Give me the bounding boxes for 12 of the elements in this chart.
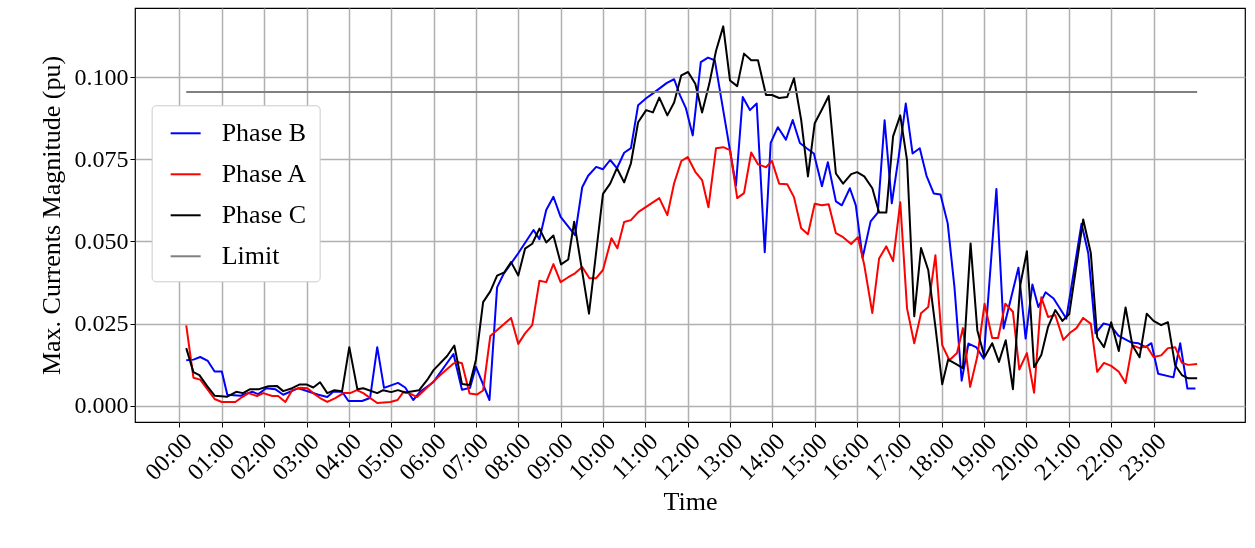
y-axis-title: Max. Currents Magnitude (pu) <box>36 55 66 376</box>
legend-label: Phase C <box>221 200 307 230</box>
legend-label: Limit <box>221 241 281 271</box>
x-axis-title: Time <box>663 487 718 517</box>
y-tick-label: 0.075 <box>74 145 129 172</box>
legend-label: Phase A <box>221 159 307 189</box>
line-series <box>185 146 1199 404</box>
y-tick-label: 0.100 <box>74 63 129 90</box>
y-tick-label: 0.025 <box>74 310 129 337</box>
legend-label: Phase B <box>221 118 307 148</box>
y-tick-label: 0.000 <box>74 392 129 419</box>
y-tick-label: 0.050 <box>74 227 129 254</box>
